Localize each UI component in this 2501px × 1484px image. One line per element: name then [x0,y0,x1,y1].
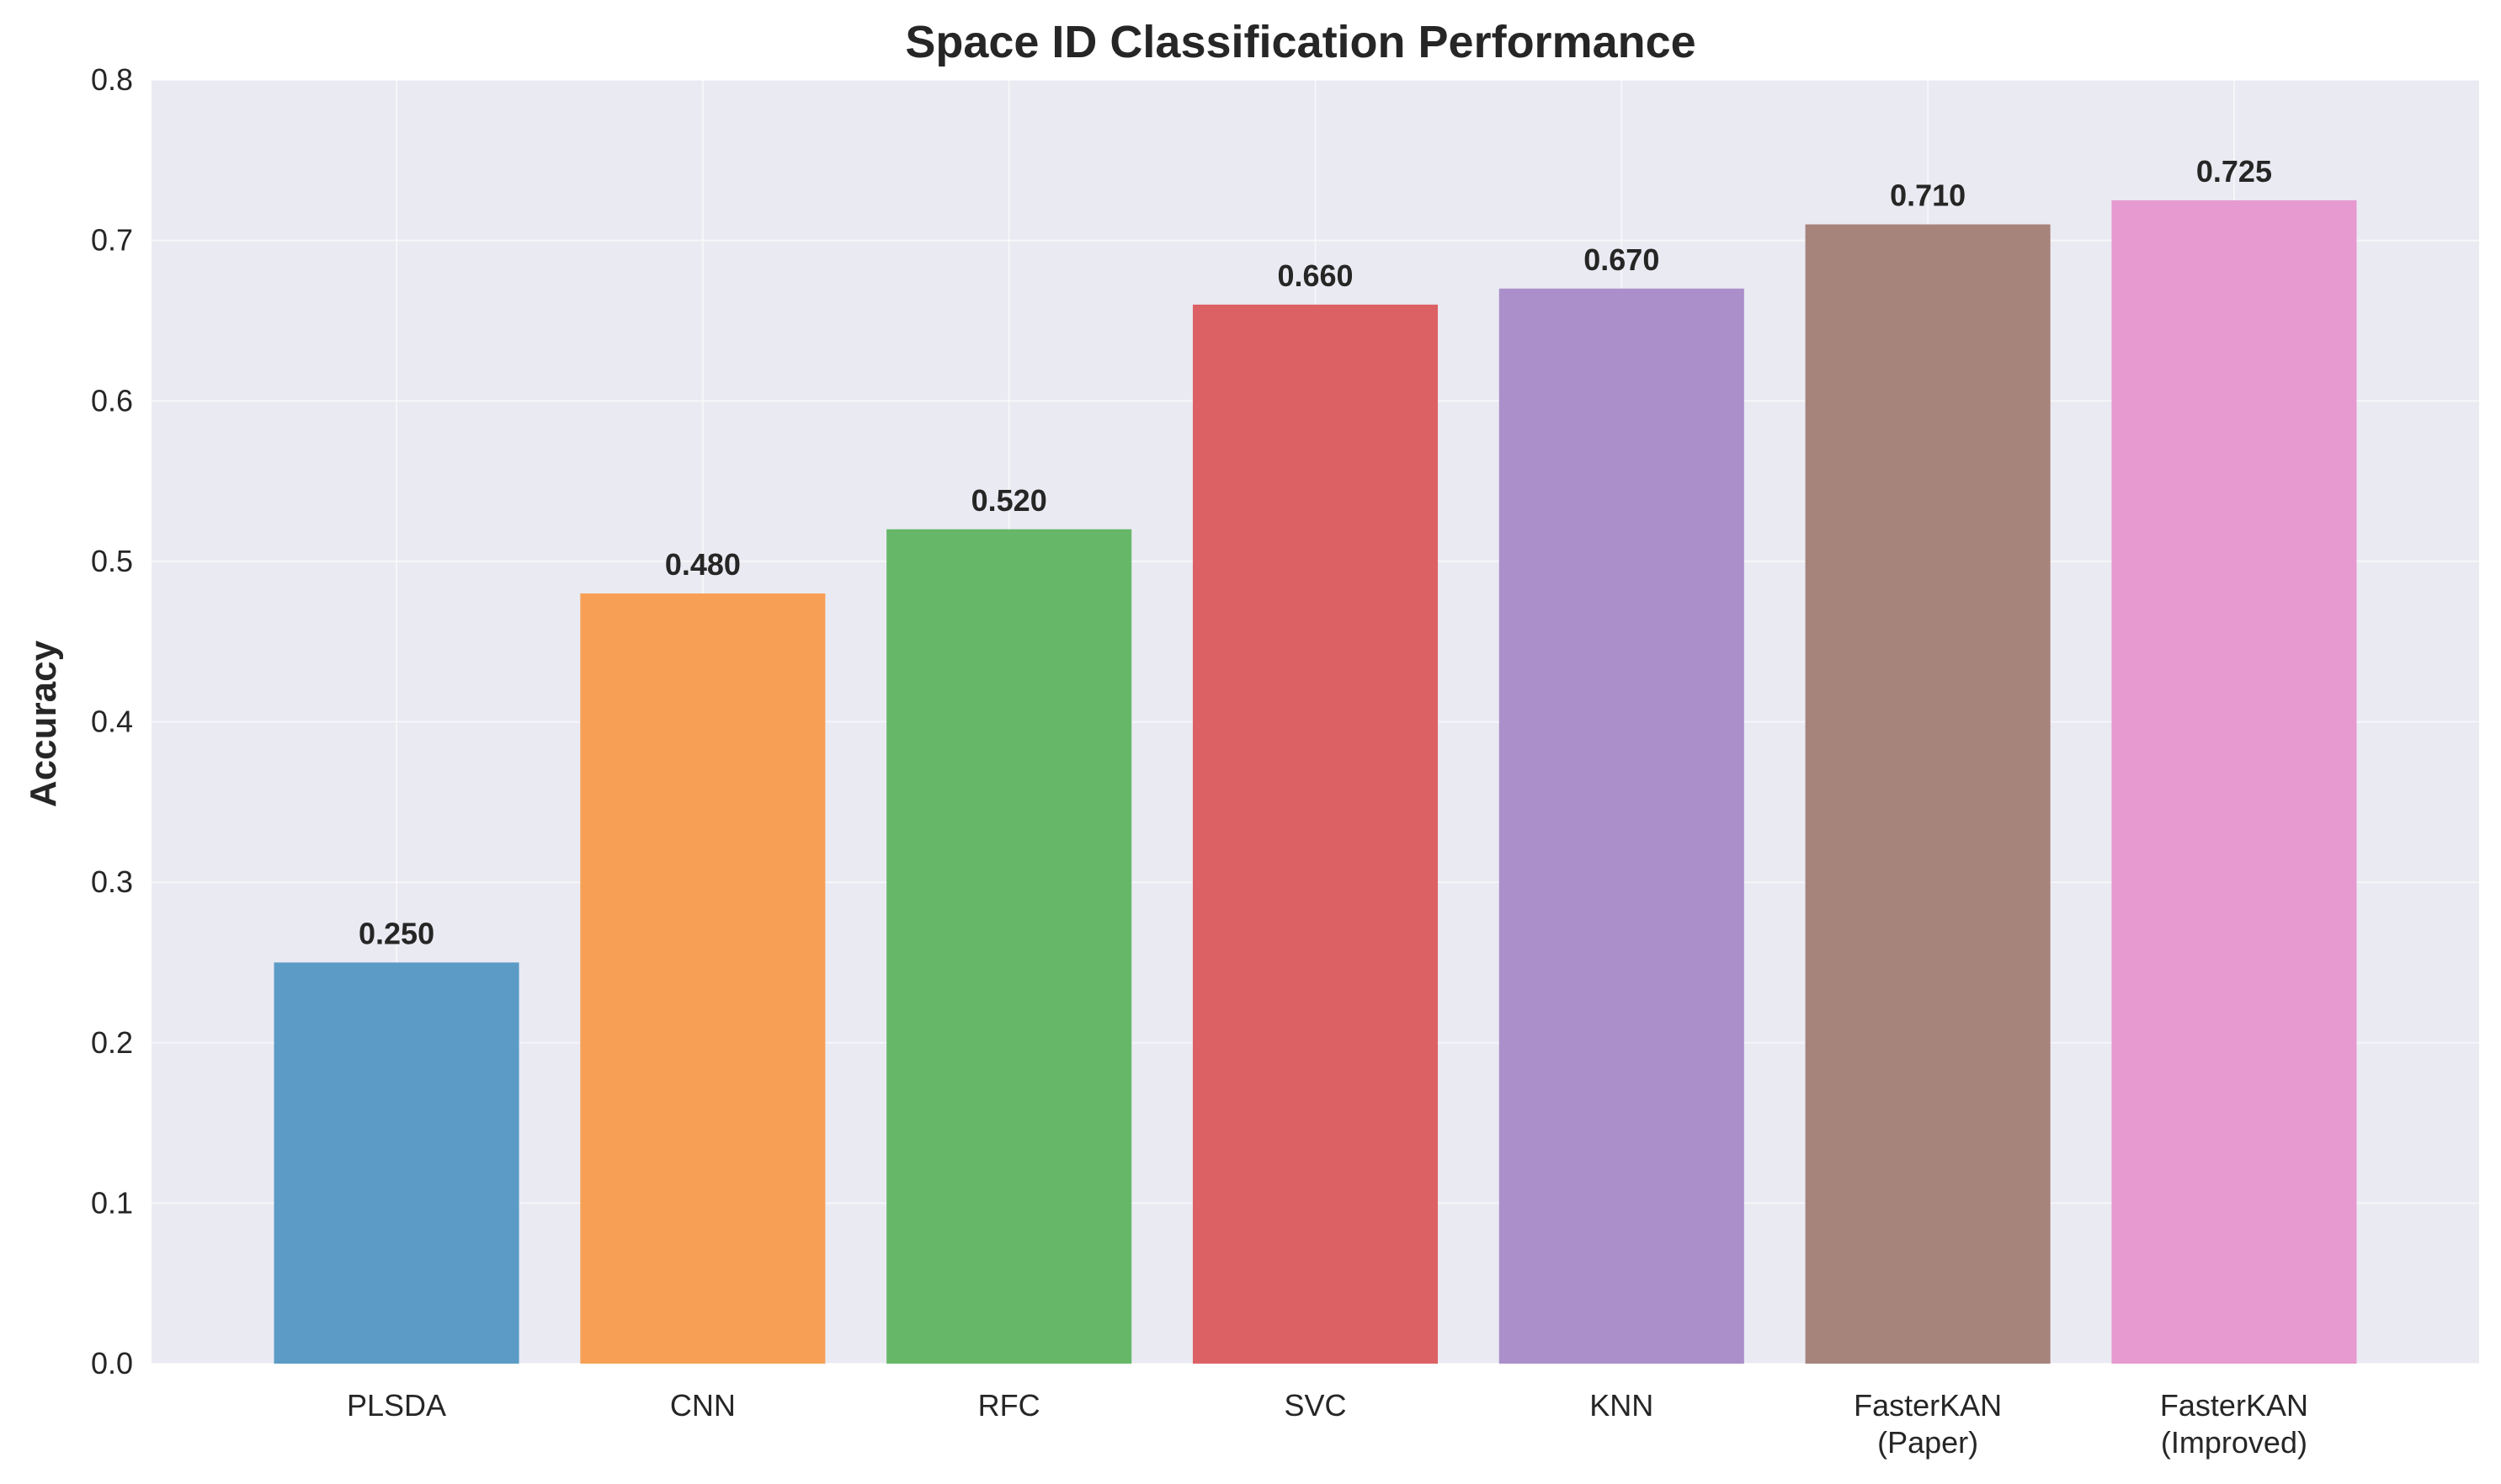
y-tick-label: 0.4 [91,705,133,739]
bars [274,199,2357,1364]
y-tick-label: 0.5 [91,544,133,578]
bar-value-label: 0.725 [2196,154,2272,189]
x-tick-label-line: (Improved) [2161,1425,2307,1460]
x-tick-label: SVC [1284,1388,1346,1423]
x-tick-label: CNN [670,1388,736,1423]
chart-title: Space ID Classification Performance [905,17,1695,67]
y-tick-label: 0.1 [91,1185,133,1220]
x-tick-label-line: FasterKAN [2160,1388,2308,1423]
x-tick-label: FasterKAN (Paper) [1854,1388,2002,1460]
x-tick-label-line: PLSDA [347,1388,446,1423]
x-axis-ticks: PLSDA CNN RFC SVC KNN FasterKAN (Paper)FasterK… [347,1388,2308,1460]
y-tick-label: 0.6 [91,383,133,418]
y-tick-label: 0.7 [91,223,133,258]
x-tick-label-line: SVC [1284,1388,1346,1423]
bar [580,593,826,1364]
x-tick-label: PLSDA [347,1388,446,1423]
bar-value-label: 0.710 [1890,178,1966,213]
x-tick-label: RFC [978,1388,1040,1423]
bar [1805,224,2051,1364]
y-tick-label: 0.0 [91,1346,133,1380]
bar-value-label: 0.480 [665,547,741,582]
x-tick-label-line: FasterKAN [1854,1388,2002,1423]
bar [274,962,519,1364]
bar [2111,199,2357,1364]
x-tick-label: KNN [1589,1388,1653,1423]
y-axis-label: Accuracy [23,640,64,807]
value-labels: 0.250 0.480 0.520 0.660 0.670 0.710 0.725 [359,154,2272,950]
bar-value-label: 0.250 [359,916,434,950]
bar-value-label: 0.520 [971,483,1047,518]
x-tick-label-line: (Paper) [1877,1425,1978,1460]
y-tick-label: 0.3 [91,864,133,899]
x-tick-label-line: KNN [1589,1388,1653,1423]
bar [1498,288,1744,1364]
bar-value-label: 0.660 [1277,258,1353,293]
y-tick-label: 0.2 [91,1025,133,1060]
bar-value-label: 0.670 [1583,242,1659,277]
y-tick-label: 0.8 [91,62,133,97]
y-axis-ticks: 0.0 0.1 0.2 0.3 0.4 0.5 0.6 0.7 0.8 [91,62,133,1380]
x-tick-label-line: CNN [670,1388,736,1423]
bar [1192,304,1439,1364]
x-tick-label-line: RFC [978,1388,1040,1423]
x-tick-label: FasterKAN (Improved) [2160,1388,2308,1460]
bar [886,529,1132,1364]
